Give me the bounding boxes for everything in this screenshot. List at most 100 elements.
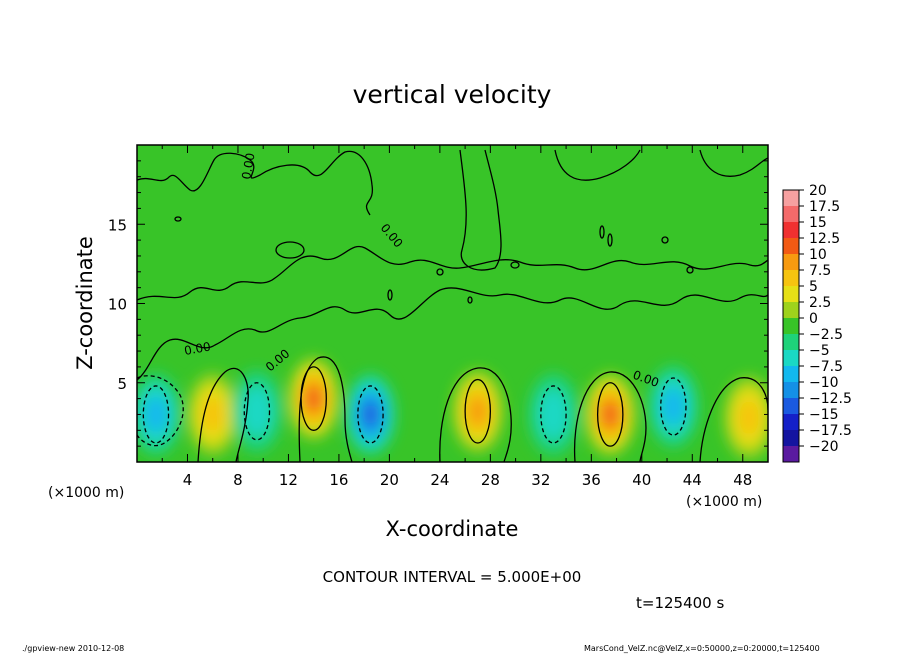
colorbar-swatch (783, 366, 799, 382)
time-text: t=125400 s (636, 594, 724, 612)
x-axis: 4 8 12 16 20 24 28 32 36 40 44 48 (161, 145, 752, 489)
downdraft-core (241, 385, 273, 437)
y-tick-label: 5 (117, 375, 127, 393)
colorbar-label: 0 (809, 311, 818, 327)
colorbar-swatch (783, 254, 799, 270)
zero-contour-line (573, 371, 647, 462)
zero-contour-line (436, 268, 444, 276)
x-tick-label: 32 (531, 471, 550, 489)
downdraft-core (662, 388, 685, 425)
zero-contour-line (510, 261, 520, 269)
colorbar-label: −12.5 (809, 391, 852, 407)
colorbar-label: 5 (809, 279, 818, 295)
colorbar-label: −2.5 (809, 327, 843, 343)
x-axis-label: X-coordinate (386, 517, 519, 541)
y-tick-label: 15 (108, 216, 127, 234)
zero-contour-line (137, 287, 768, 381)
contour-interval-text: CONTOUR INTERVAL = 5.000E+00 (323, 568, 582, 586)
footer-left: ./gpview-new 2010-12-08 (22, 644, 124, 653)
contour-line (596, 382, 624, 447)
zero-contour-line (554, 149, 641, 181)
colorbar-label: 12.5 (809, 231, 840, 247)
x-tick-label: 40 (632, 471, 651, 489)
contour-line (243, 382, 271, 441)
contour-line (142, 385, 170, 444)
downdraft-core (363, 402, 378, 427)
x-unit-right: (×1000 m) (686, 494, 762, 510)
y-axis-label: Z-coordinate (73, 236, 97, 370)
zero-contour-line (607, 233, 613, 247)
zero-contour-line (137, 245, 768, 301)
x-tick-label: 44 (683, 471, 702, 489)
x-tick-label: 48 (733, 471, 752, 489)
colorbar-label: −7.5 (809, 359, 843, 375)
x-tick-label: 36 (582, 471, 601, 489)
colorbar-label: 10 (809, 247, 827, 263)
zero-contour-line (467, 296, 473, 304)
colorbar-swatch (783, 382, 799, 398)
contour-line (540, 385, 567, 444)
updraft-core (468, 396, 487, 426)
colorbar-swatch (783, 206, 799, 222)
x-tick-label: 24 (430, 471, 449, 489)
colorbar-label: −5 (809, 343, 830, 359)
zero-contour-line (439, 367, 512, 462)
x-unit-left: (×1000 m) (48, 485, 124, 501)
colorbar-label: 15 (809, 215, 827, 231)
footer-right: MarsCond_VelZ.nc@VelZ,x=0:50000,z=0:2000… (584, 644, 820, 653)
colorbar-swatch (783, 238, 799, 254)
colorbar-swatch (783, 302, 799, 318)
colorbar-swatch (783, 430, 799, 446)
colorbar-swatch (783, 398, 799, 414)
zero-contour-line (661, 236, 669, 244)
x-tick-label: 4 (183, 471, 193, 489)
colorbar-frame (782, 189, 800, 463)
colorbar-swatch (783, 350, 799, 366)
zero-contour-line (699, 149, 768, 177)
zero-contour-line (197, 367, 249, 462)
contour-line (300, 366, 327, 431)
updraft-core (737, 399, 761, 436)
zero-contour-line (686, 266, 694, 274)
zero-contour-line (137, 375, 184, 447)
zero-contour-line (275, 241, 305, 259)
colorbar-label: 7.5 (809, 263, 831, 279)
updraft-core (201, 396, 224, 433)
colorbar-swatch (783, 222, 799, 238)
colorbar-swatch (783, 190, 799, 206)
updraft-core (306, 386, 321, 411)
zero-contour-line (699, 377, 768, 462)
x-tick-label: 28 (481, 471, 500, 489)
colorbar-label: −20 (809, 439, 839, 455)
colorbar-label: 17.5 (809, 199, 840, 215)
chart-title: vertical velocity (353, 80, 552, 109)
contour-line (464, 378, 492, 444)
updraft-core (603, 402, 618, 427)
y-tick-label: 10 (108, 296, 127, 314)
x-tick-label: 8 (233, 471, 243, 489)
x-tick-label: 12 (279, 471, 298, 489)
colorbar-label: 20 (809, 183, 827, 199)
colorbar-label: −15 (809, 407, 839, 423)
colorbar-swatch (783, 446, 799, 462)
contour-line (357, 385, 384, 444)
zero-contour-line (599, 225, 605, 239)
colorbar-label: −17.5 (809, 423, 852, 439)
contour-label: 0.00 (183, 340, 212, 358)
x-tick-label: 20 (380, 471, 399, 489)
colorbar-label: 2.5 (809, 295, 831, 311)
colorbar-swatch (783, 270, 799, 286)
zero-contour-line (459, 149, 502, 271)
contour-line (660, 377, 687, 436)
contour-label: 0.00 (239, 152, 257, 181)
plot-area: 0.000.00 0.000.000.00 4 8 12 16 20 24 28 32 36 40 4… (108, 144, 769, 489)
colorbar-swatch (783, 286, 799, 302)
colorbar-swatch (783, 318, 799, 334)
zero-contour-line (298, 356, 353, 462)
colorbar-swatch (783, 414, 799, 430)
zero-contour-line (174, 216, 182, 222)
colorbar-label: −10 (809, 375, 839, 391)
x-tick-label: 16 (329, 471, 348, 489)
zero-contour-line (387, 289, 393, 301)
